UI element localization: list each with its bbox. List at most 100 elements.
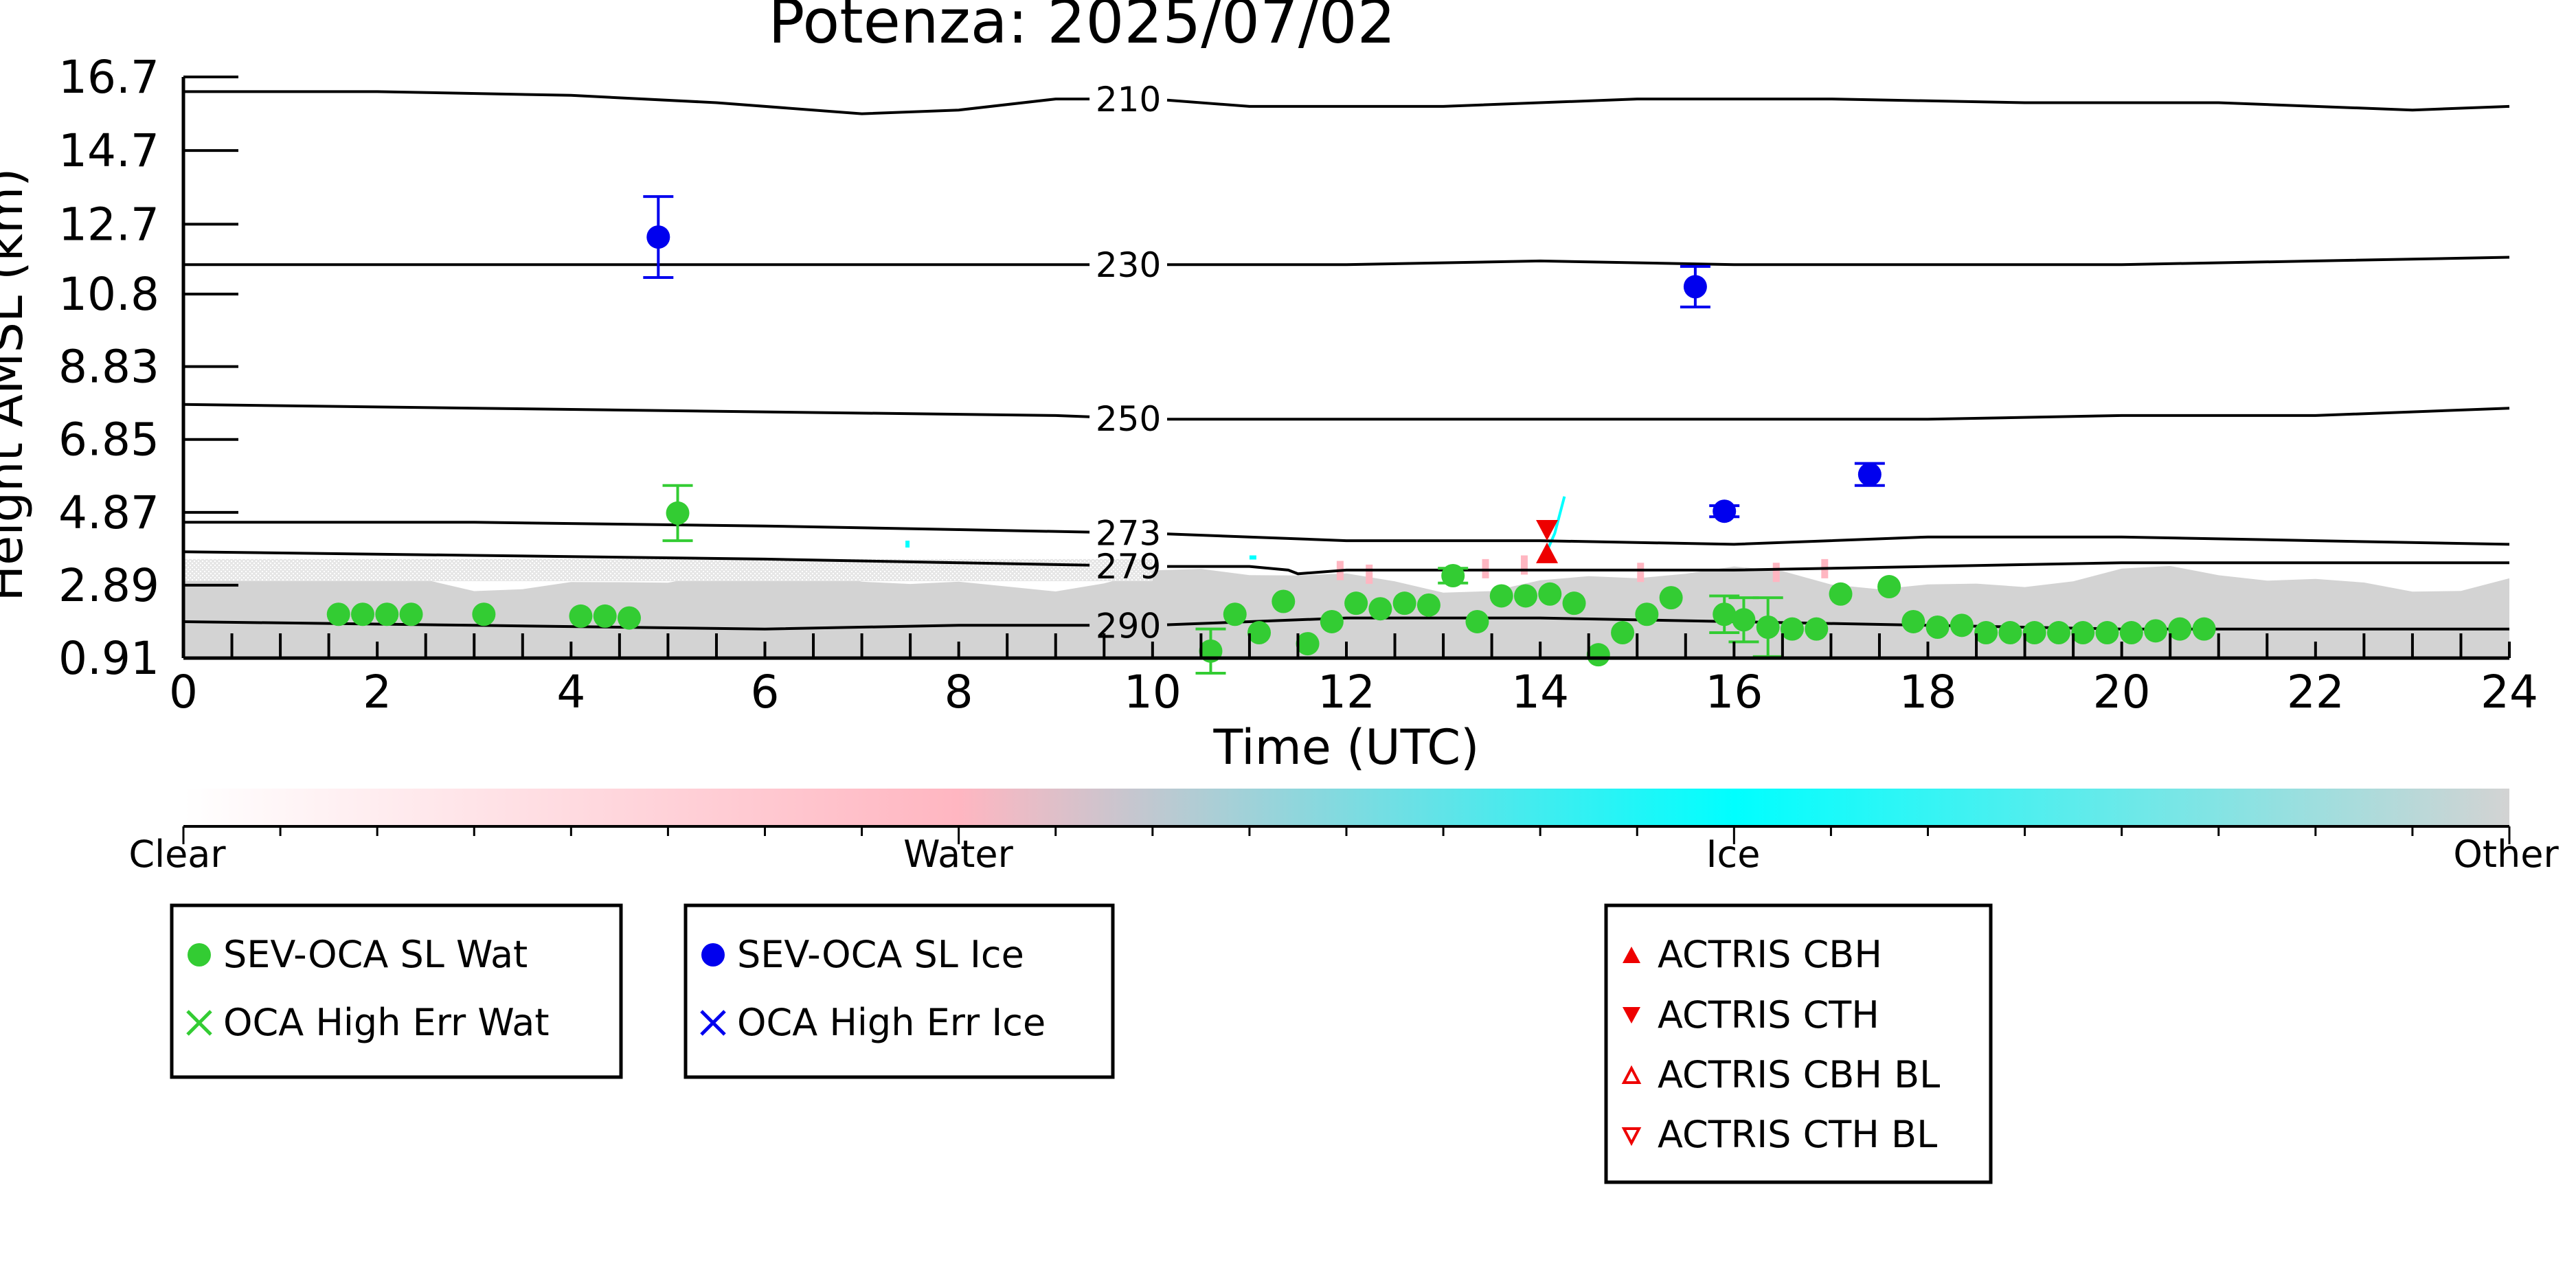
class-water-pixel: [1366, 564, 1373, 584]
data-point: [1857, 462, 1882, 486]
legend-label-sev-oca-wat: SEV-OCA SL Wat: [223, 933, 528, 976]
x-tick-label: 10: [1124, 666, 1182, 719]
data-point: [646, 225, 670, 249]
contour-line-250: [1167, 407, 2510, 421]
x-tick-label: 6: [751, 666, 780, 719]
legend-label-actris-cth-bl: ACTRIS CTH BL: [1658, 1113, 1937, 1156]
axes: 0 2 4 6 8 10 12 14 16 18 20 22 240.912.894.876.858.8…: [58, 51, 2538, 719]
cloud-classification-background: [183, 496, 2509, 658]
colorbar-label-ice: Ice: [1706, 833, 1761, 876]
chart-title: Potenza: 2025/07/02: [768, 0, 1395, 57]
contour-line-230: [1167, 256, 2510, 267]
colorbar-label-other: Other: [2453, 833, 2559, 876]
contour-label-279: 279: [1096, 547, 1161, 587]
legend-actris-frame: [1604, 903, 1993, 1184]
series-sev-oca-sl-ice: [643, 195, 1885, 523]
x-axis-label: Time (UTC): [1213, 719, 1480, 776]
data-point: [1683, 275, 1707, 299]
contour-label-290: 290: [1096, 606, 1161, 646]
data-point: [1441, 563, 1465, 587]
y-tick-label: 16.7: [58, 51, 159, 104]
data-point: [569, 604, 593, 628]
y-tick-label: 6.85: [58, 414, 159, 466]
legend-ice-frame: [683, 903, 1115, 1079]
contour-line-290: [183, 620, 1090, 631]
contour-line-250: [183, 403, 1090, 418]
legend-marker-sev-oca-ice: [701, 943, 725, 967]
colorbar-label-water: Water: [903, 833, 1013, 876]
data-point: [1223, 602, 1247, 626]
data-point: [1974, 621, 1998, 645]
contour-line-273: [1166, 532, 2510, 546]
legend-marker-actris-cth: [1623, 1007, 1640, 1024]
classification-colorbar: Clear Water Ice Other: [128, 789, 2559, 876]
colorbar-gradient: [183, 789, 2509, 826]
data-point: [399, 602, 423, 626]
legend-label-actris-cbh-bl: ACTRIS CBH BL: [1658, 1053, 1940, 1096]
data-point: [1247, 621, 1272, 645]
data-series: [326, 195, 2216, 675]
data-point: [1611, 621, 1635, 645]
data-point: [1368, 597, 1392, 621]
data-point: [1538, 582, 1562, 606]
class-other-region: [183, 565, 2509, 658]
data-point: [1901, 609, 1925, 633]
x-tick-label: 4: [556, 666, 585, 719]
contour-label-273: 273: [1096, 514, 1161, 554]
data-point: [1950, 613, 1974, 637]
contour-label-230: 230: [1096, 245, 1161, 285]
y-tick-label: 8.83: [58, 341, 159, 394]
y-tick-label: 0.91: [58, 632, 159, 685]
y-tick-label: 2.89: [58, 559, 159, 612]
x-tick-label: 2: [363, 666, 392, 719]
data-point: [1877, 575, 1901, 599]
contour-label-210: 210: [1096, 80, 1161, 120]
data-point: [351, 602, 375, 626]
data-point: [593, 604, 617, 628]
data-point: [666, 501, 690, 525]
data-point: [2046, 621, 2070, 645]
series-actris-cbh: [1536, 542, 1559, 563]
legend-water: SEV-OCA SL Wat OCA High Err Wat: [170, 903, 623, 1079]
data-point: [1805, 617, 1829, 641]
series-sev-oca-sl-wat: [326, 484, 2216, 675]
class-water-pixel: [1520, 555, 1528, 575]
data-point: [375, 602, 399, 626]
contour-line-210: [183, 90, 1090, 115]
data-point: [1489, 584, 1513, 608]
data-point: [472, 602, 496, 626]
legend-label-sev-oca-ice: SEV-OCA SL Ice: [737, 933, 1024, 976]
data-point: [1659, 586, 1683, 610]
data-point: [2168, 617, 2192, 641]
data-point: [1536, 520, 1559, 541]
data-point: [1272, 589, 1296, 613]
y-tick-label: 4.87: [58, 486, 159, 539]
contour-line-273: [183, 521, 1090, 534]
data-point: [1465, 609, 1489, 633]
legend-label-high-err-ice: OCA High Err Ice: [737, 1001, 1046, 1044]
data-point: [1713, 499, 1737, 523]
x-tick-label: 0: [169, 666, 198, 719]
data-point: [1416, 593, 1440, 617]
legend-marker-actris-cbh: [1623, 947, 1640, 963]
data-point: [1320, 609, 1344, 633]
y-tick-label: 12.7: [58, 198, 159, 251]
data-point: [1344, 591, 1368, 615]
x-tick-label: 22: [2287, 666, 2345, 719]
y-axis-label: Height AMSL (km): [0, 168, 34, 602]
legend-marker-high-err-wat: [186, 1010, 212, 1036]
legend-marker-actris-cbh-bl: [1621, 1065, 1642, 1084]
data-point: [1780, 617, 1804, 641]
x-tick-label: 12: [1318, 666, 1375, 719]
data-point: [2144, 619, 2168, 643]
legend-label-actris-cth: ACTRIS CTH: [1658, 993, 1879, 1037]
legend-marker-high-err-ice: [700, 1010, 726, 1036]
data-point: [617, 606, 641, 630]
x-tick-label: 24: [2481, 666, 2538, 719]
class-water-pixel: [1772, 563, 1780, 583]
data-point: [1732, 608, 1756, 632]
series-actris-cth: [1536, 520, 1559, 541]
legend-actris: ACTRIS CBH ACTRIS CTH ACTRIS CBH BL ACTR…: [1604, 903, 1993, 1184]
